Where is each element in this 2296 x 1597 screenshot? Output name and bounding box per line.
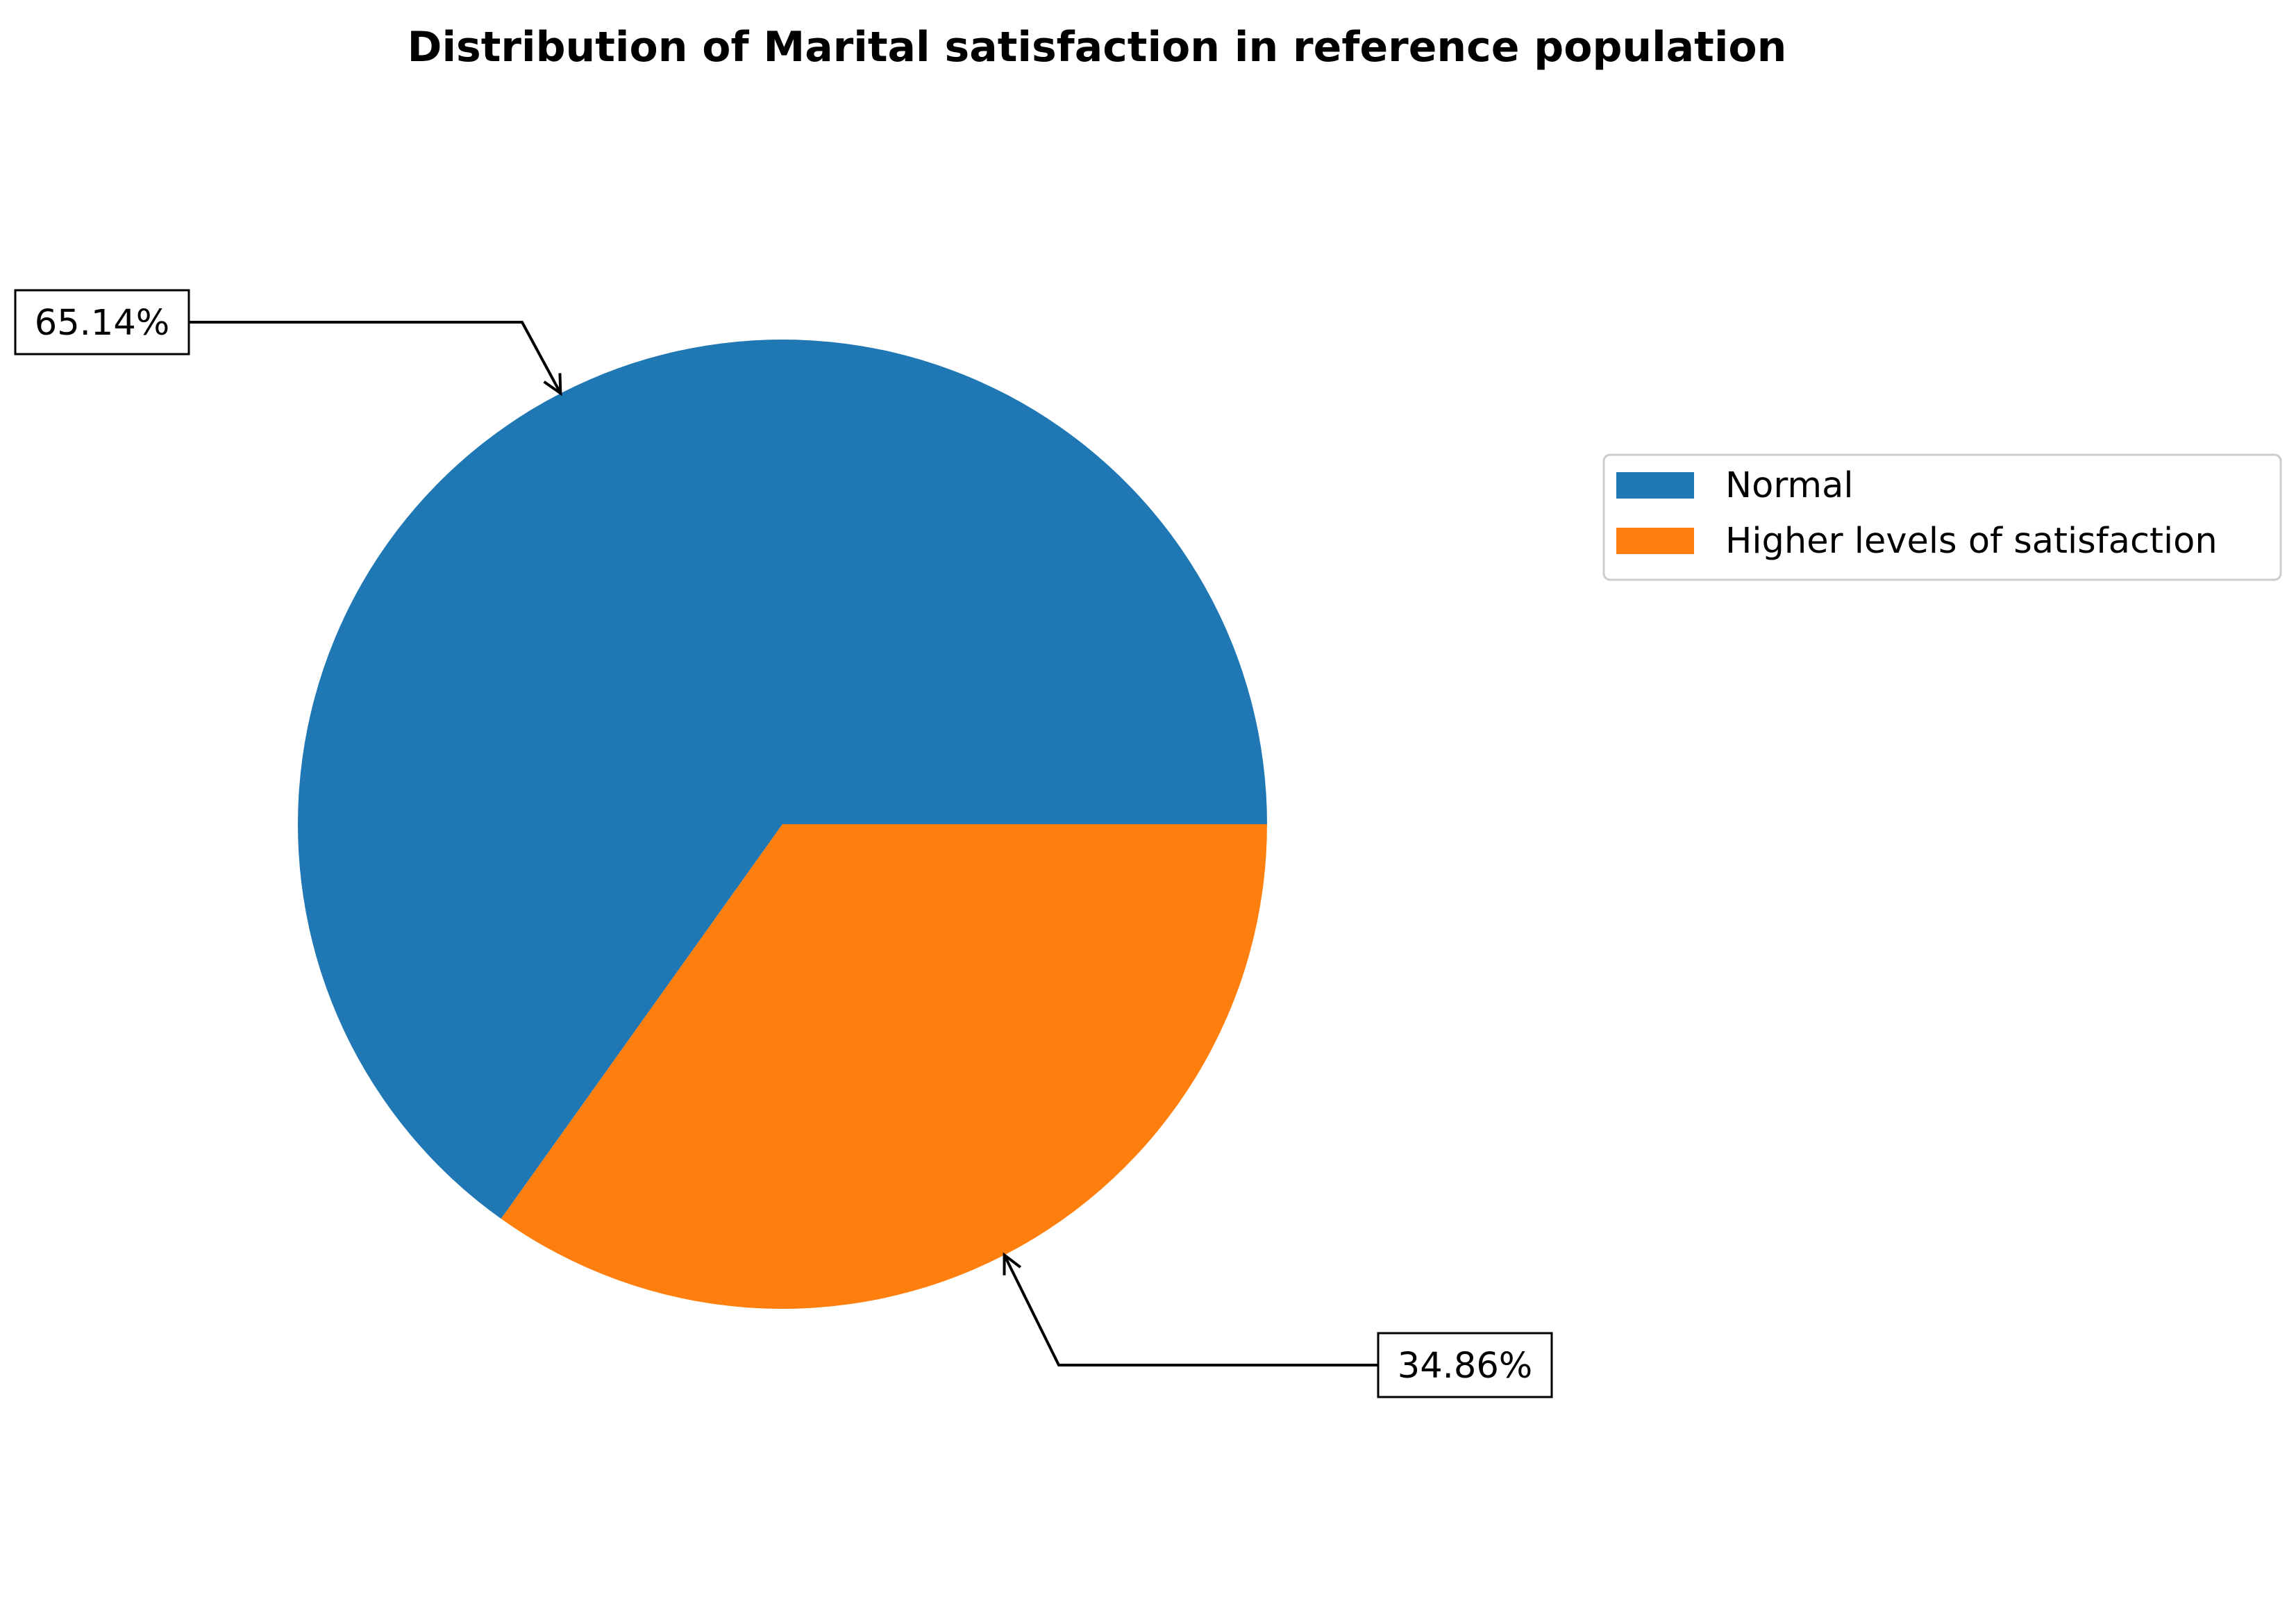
annotation-box-1 — [1377, 1332, 1553, 1398]
annotation-line-0 — [189, 321, 562, 394]
legend-label-0: Normal — [1725, 465, 1854, 506]
slice-value-label-1: 34.86% — [1398, 1346, 1532, 1387]
legend-swatch-1 — [1616, 528, 1694, 554]
annotation-arrow-1 — [1003, 1252, 1022, 1276]
legend-label-1: Higher levels of satisfaction — [1725, 521, 2218, 562]
chart-title: Distribution of Marital satisfaction in … — [408, 23, 1787, 72]
annotation-line-1 — [1003, 1254, 1378, 1366]
slice-annotations: 65.14% 34.86% — [14, 289, 1553, 1398]
pie-slices — [298, 340, 1268, 1310]
annotation-box-0 — [14, 289, 190, 356]
annotation-arrow-0 — [543, 373, 562, 396]
legend-swatch-0 — [1616, 472, 1694, 499]
legend: Normal Higher levels of satisfaction — [1602, 453, 2282, 581]
legend-items: Normal Higher levels of satisfaction — [1616, 465, 2218, 562]
legend-frame — [1602, 453, 2282, 581]
pie-slice-1 — [501, 824, 1267, 1310]
pie-slice-0 — [298, 340, 1268, 1219]
slice-value-label-0: 65.14% — [35, 303, 169, 344]
